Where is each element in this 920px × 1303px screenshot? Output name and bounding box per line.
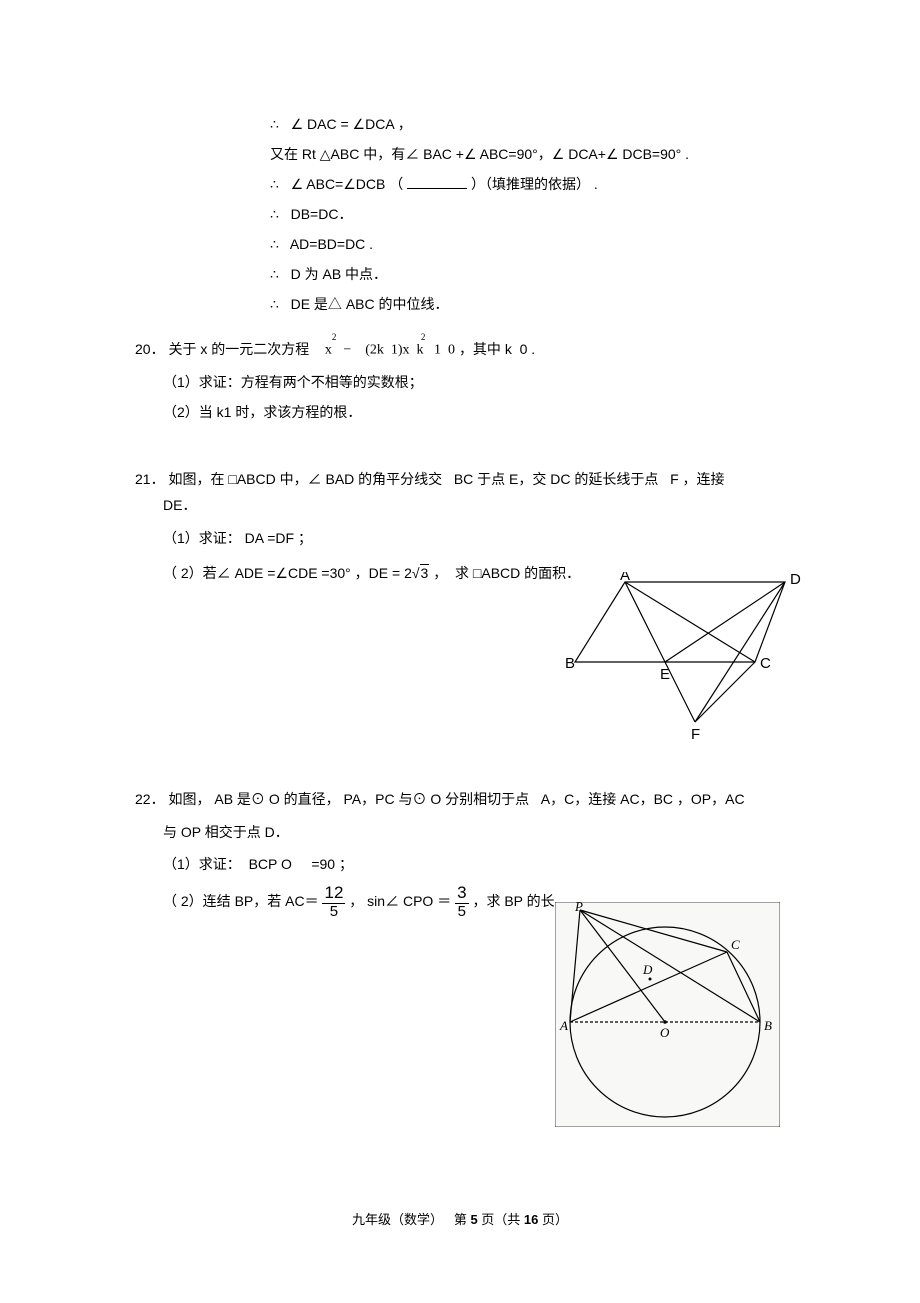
p20-equation: x2 − (2k 1)x k 1 0 2	[325, 337, 455, 364]
proof-line-3: ∴ ∠ ABC=∠DCB （ ）（填推理的依据） .	[270, 170, 815, 198]
figure-21-svg: A D B E C F	[565, 572, 805, 742]
proof-line-4: ∴ DB=DC．	[270, 200, 815, 228]
label-A: A	[559, 1018, 568, 1033]
p20-text-a: 关于 x 的一元二次方程	[168, 341, 320, 357]
footer-b: 页（共	[478, 1212, 524, 1227]
proof-line-7: ∴ DE 是△ ABC 的中位线．	[270, 290, 815, 318]
label-A: A	[620, 572, 630, 584]
page-footer: 九年级（数学） 第 5 页（共 16 页）	[0, 1209, 920, 1228]
label-F: F	[691, 726, 700, 742]
therefore-symbol: ∴	[270, 236, 279, 252]
p21-sub2-eq: = 2	[392, 565, 412, 581]
eq-sup1: 2	[332, 332, 337, 342]
problem-number: 21．	[135, 471, 165, 487]
therefore-symbol: ∴	[270, 296, 279, 312]
proof-line-1: ∴ ∠ DAC = ∠DCA ，	[270, 110, 815, 138]
figure-22-svg: P C A B O D	[555, 902, 780, 1127]
problem-20: 20． 关于 x 的一元二次方程 x2 − (2k 1)x k 1 0 2 ，其…	[135, 336, 815, 426]
label-C: C	[731, 937, 740, 952]
frac1-den: 5	[322, 904, 345, 921]
label-B: B	[764, 1018, 772, 1033]
sqrt-icon: 3	[412, 560, 429, 587]
frac2-num: 3	[455, 884, 468, 904]
footer-page: 5	[470, 1212, 477, 1227]
figure-22: P C A B O D	[555, 902, 780, 1132]
footer-a: 九年级（数学） 第	[352, 1212, 470, 1227]
proof-text: DE 是△ ABC 的中位线．	[291, 296, 449, 312]
problem-22: 22． 如图， AB 是⊙ O 的直径， PA，PC 与⊙ O 分别相切于点 A…	[135, 786, 815, 920]
label-E: E	[660, 666, 670, 683]
proof-line-2: 又在 Rt △ABC 中，有∠ BAC +∠ ABC=90°，∠ DCA+∠ D…	[270, 140, 815, 168]
therefore-symbol: ∴	[270, 206, 279, 222]
p21-sub2-a: （ 2）若∠ ADE =∠CDE =30° ，DE	[163, 565, 388, 581]
p21-sub2-b: ， 求 □ABCD 的面积．	[433, 565, 580, 581]
frac1-num: 12	[322, 884, 345, 904]
proof-text: D 为 AB 中点．	[291, 266, 387, 282]
therefore-symbol: ∴	[270, 116, 279, 132]
label-P: P	[574, 902, 583, 914]
label-D: D	[642, 962, 653, 977]
sqrt-arg: 3	[420, 564, 430, 581]
eq-x: x	[325, 343, 332, 358]
page-content: ∴ ∠ DAC = ∠DCA ， 又在 Rt △ABC 中，有∠ BAC +∠ …	[135, 110, 815, 920]
therefore-symbol: ∴	[270, 266, 279, 282]
label-D: D	[790, 572, 801, 588]
problem-21: 21． 如图，在 □ABCD 中，∠ BAD 的角平分线交 BC 于点 E，交 …	[135, 466, 815, 586]
fraction-1: 12 5	[322, 884, 345, 920]
label-C: C	[760, 655, 771, 672]
p20-text-b: ，其中 k 0 .	[459, 341, 535, 357]
problem-number: 22．	[135, 791, 165, 807]
fraction-2: 3 5	[455, 884, 468, 920]
p22-text-b: 与 OP 相交于点 D．	[163, 819, 815, 846]
label-O: O	[660, 1025, 670, 1040]
proof-text: ∠ DAC = ∠DCA ，	[291, 116, 412, 132]
p22-sub2-a: （ 2）连结 BP，若 AC＝	[163, 893, 319, 909]
therefore-symbol: ∴	[270, 176, 279, 192]
proof-text: AD=BD=DC .	[290, 236, 373, 252]
frac2-den: 5	[455, 904, 468, 921]
proof-block: ∴ ∠ DAC = ∠DCA ， 又在 Rt △ABC 中，有∠ BAC +∠ …	[270, 110, 815, 318]
proof-text: DB=DC．	[291, 206, 353, 222]
proof-text: 又在 Rt △ABC 中，有∠ BAC +∠ ABC=90°，∠ DCA+∠ D…	[270, 146, 689, 162]
footer-c: 页）	[538, 1212, 568, 1227]
proof-line-5: ∴ AD=BD=DC .	[270, 230, 815, 258]
p22-text-a: 如图， AB 是⊙ O 的直径， PA，PC 与⊙ O 分别相切于点 A，C，连…	[168, 791, 744, 807]
p21-text-a: 如图，在 □ABCD 中，∠ BAD 的角平分线交 BC 于点 E，交 DC 的…	[168, 471, 724, 487]
problem-number: 20．	[135, 341, 165, 357]
p22-sub2-b: ， sin∠ CPO ＝	[349, 893, 451, 909]
p21-text-b: DE．	[163, 492, 815, 519]
eq-mid: − (2k 1)x k 1 0	[340, 343, 455, 358]
p21-sub1: （1）求证： DA =DF ；	[163, 525, 815, 552]
footer-total: 16	[524, 1212, 538, 1227]
figure-21: A D B E C F	[565, 572, 805, 747]
label-B: B	[565, 655, 575, 672]
p20-sub2: （2）当 k1 时，求该方程的根．	[163, 399, 815, 426]
eq-sup2: 2	[421, 329, 426, 346]
fill-blank[interactable]	[407, 175, 467, 189]
p20-sub1: （1）求证：方程有两个不相等的实数根；	[163, 369, 815, 396]
p22-sub1: （1）求证： BCP O =90 ；	[163, 851, 815, 878]
proof-line-6: ∴ D 为 AB 中点．	[270, 260, 815, 288]
proof-text: ）（填推理的依据） .	[471, 176, 598, 192]
proof-text: ∠ ABC=∠DCB （	[291, 176, 404, 192]
